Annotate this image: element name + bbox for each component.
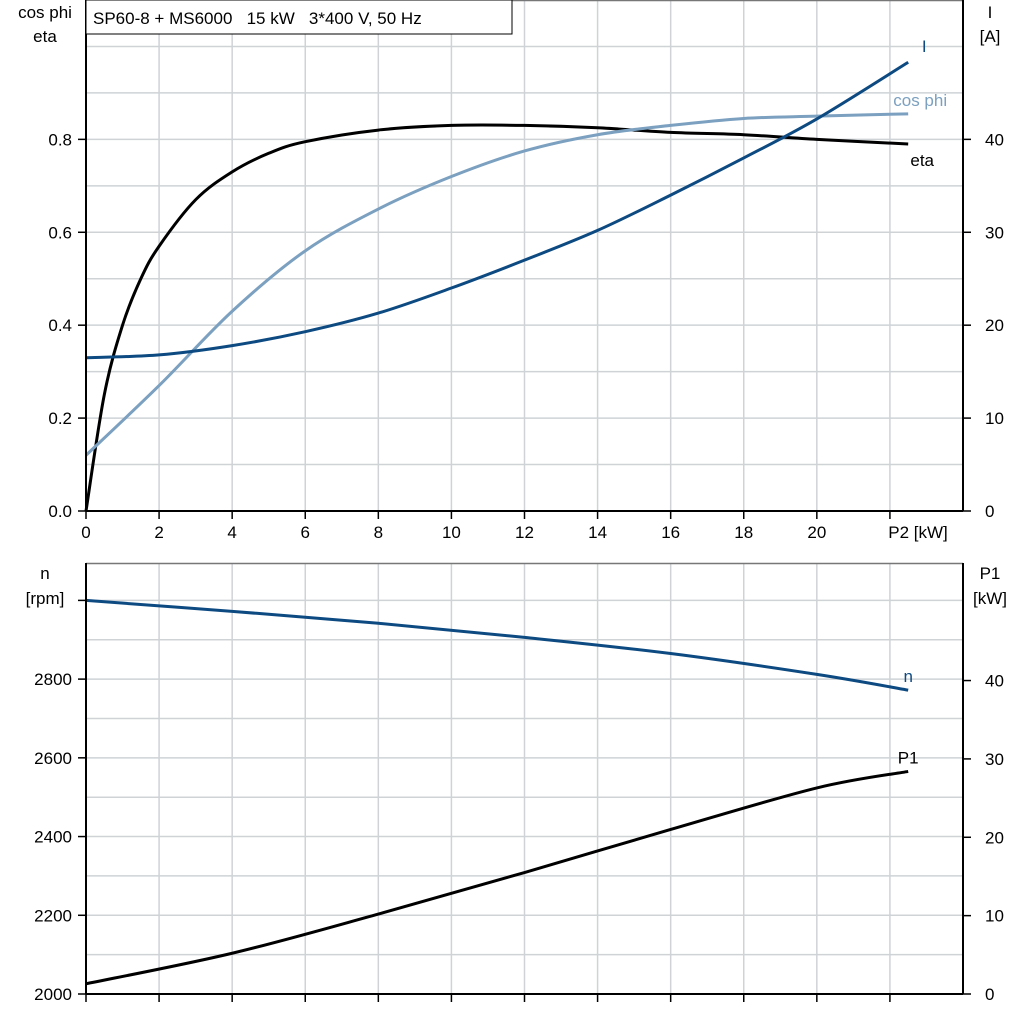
x-tick-label: 14	[588, 523, 607, 542]
x-tick-label: 20	[807, 523, 826, 542]
title-box: SP60-8 + MS6000 15 kW 3*400 V, 50 Hz	[85, 0, 513, 35]
curve-I	[85, 60, 909, 360]
x-axis-label: P2 [kW]	[888, 523, 948, 542]
curve-eta	[84, 123, 909, 512]
y-tick-label-left: 0.6	[48, 223, 72, 242]
x-tick-label: 8	[374, 523, 383, 542]
x-tick-label: 4	[227, 523, 236, 542]
y-tick-label-left: 0.0	[48, 502, 72, 521]
y-tick-label-right: 30	[985, 750, 1004, 769]
series-label-n: n	[903, 667, 912, 686]
y-tick-label-left: 0.4	[48, 316, 72, 335]
chart-title: SP60-8 + MS6000 15 kW 3*400 V, 50 Hz	[93, 9, 422, 28]
x-tick-label: 12	[515, 523, 534, 542]
y-tick-label-left: 2400	[34, 828, 72, 847]
y-axis-label-right: [kW]	[973, 589, 1007, 608]
y-tick-label-left: 2800	[34, 670, 72, 689]
curve-n	[85, 598, 909, 692]
y-tick-label-left: 0.8	[48, 130, 72, 149]
series-label-eta: eta	[910, 151, 934, 170]
y-tick-label-left: 2600	[34, 749, 72, 768]
y-tick-label-right: 0	[985, 985, 994, 1004]
y-axis-label-left: n	[40, 564, 49, 583]
y-axis-label-left: cos phi	[18, 3, 72, 22]
curve-P1	[85, 769, 909, 986]
x-tick-label: 2	[154, 523, 163, 542]
y-tick-label-right: 40	[985, 130, 1004, 149]
y-axis-label-left: [rpm]	[26, 589, 65, 608]
y-axis-label-left: eta	[33, 27, 57, 46]
curve-cos-phi	[84, 112, 909, 457]
y-tick-label-right: 40	[985, 672, 1004, 691]
y-tick-label-left: 2200	[34, 906, 72, 925]
y-tick-label-right: 10	[985, 907, 1004, 926]
y-tick-label-right: 10	[985, 409, 1004, 428]
x-tick-label: 0	[81, 523, 90, 542]
y-tick-label-right: 0	[985, 502, 994, 521]
y-tick-label-left: 0.2	[48, 409, 72, 428]
x-tick-label: 10	[442, 523, 461, 542]
x-tick-label: 16	[661, 523, 680, 542]
y-axis-label-right: I	[988, 3, 993, 22]
y-axis-label-right: [A]	[980, 27, 1001, 46]
x-tick-label: 6	[301, 523, 310, 542]
series-label-I: I	[922, 37, 927, 56]
x-tick-label: 18	[734, 523, 753, 542]
y-axis-label-right: P1	[980, 564, 1001, 583]
series-label-cos-phi: cos phi	[893, 91, 947, 110]
y-tick-label-right: 20	[985, 828, 1004, 847]
y-tick-label-left: 2000	[34, 985, 72, 1004]
y-tick-label-right: 30	[985, 223, 1004, 242]
series-label-P1: P1	[898, 748, 919, 767]
y-tick-label-right: 20	[985, 316, 1004, 335]
